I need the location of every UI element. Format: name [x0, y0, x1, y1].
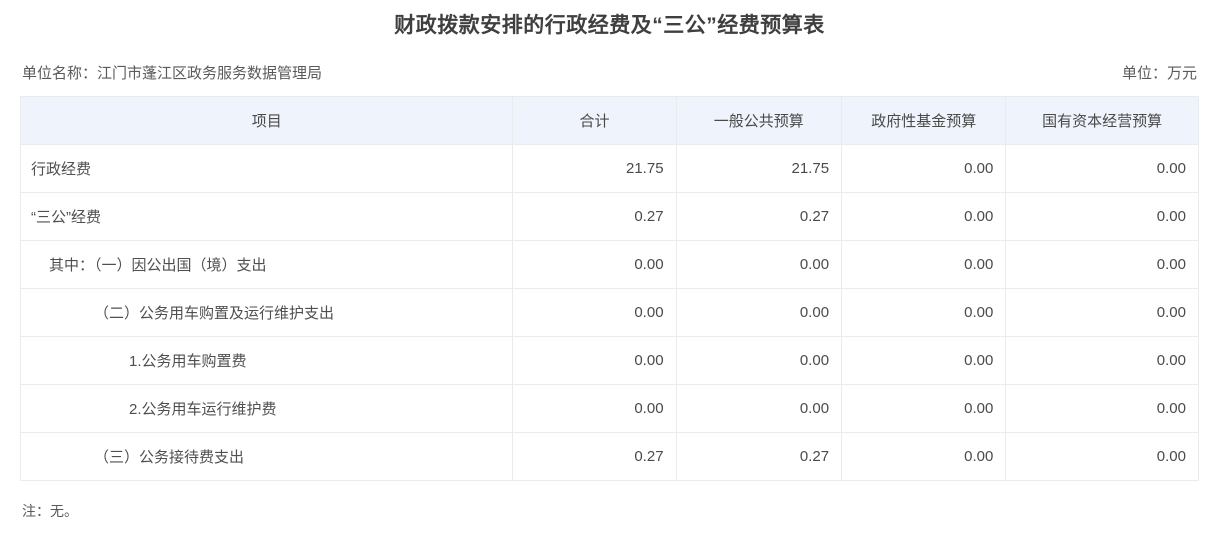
row-value: 0.00	[675, 336, 843, 385]
page-title: 财政拨款安排的行政经费及“三公”经费预算表	[394, 14, 825, 37]
row-item-label: （二）公务用车购置及运行维护支出	[19, 288, 514, 337]
table-row: “三公”经费 0.27 0.27 0.00 0.00	[19, 192, 1199, 241]
header-row: 项目 合计 一般公共预算 政府性基金预算 国有资本经营预算	[19, 96, 1199, 145]
row-value: 0.27	[675, 432, 843, 481]
row-value: 0.00	[841, 192, 1007, 241]
row-value: 0.00	[841, 384, 1007, 433]
row-value: 0.00	[841, 240, 1007, 289]
row-value: 21.75	[675, 144, 843, 193]
column-header-total: 合计	[512, 96, 677, 145]
row-value: 0.00	[841, 288, 1007, 337]
budget-table-body: 行政经费 21.75 21.75 0.00 0.00 “三公”经费 0.27 0.27 0.00…	[19, 144, 1199, 481]
row-value: 0.00	[675, 384, 843, 433]
meta-row: 单位名称：江门市蓬江区政务服务数据管理局 单位：万元	[20, 62, 1199, 83]
row-item-label: （三）公务接待费支出	[19, 432, 514, 481]
row-value: 0.00	[1005, 192, 1199, 241]
row-value: 0.00	[1005, 144, 1199, 193]
row-item-label: 1.公务用车购置费	[19, 336, 514, 385]
row-value: 0.27	[512, 192, 677, 241]
row-value: 0.00	[675, 288, 843, 337]
table-row: 1.公务用车购置费 0.00 0.00 0.00 0.00	[19, 336, 1199, 385]
row-value: 0.00	[512, 240, 677, 289]
table-header: 项目 合计 一般公共预算 政府性基金预算 国有资本经营预算	[19, 96, 1199, 145]
row-value: 0.00	[1005, 288, 1199, 337]
row-item-label: 行政经费	[19, 144, 514, 193]
row-value: 0.27	[675, 192, 843, 241]
table-row: （二）公务用车购置及运行维护支出 0.00 0.00 0.00 0.00	[19, 288, 1199, 337]
row-value: 0.27	[512, 432, 677, 481]
unit-name-label: 单位名称：江门市蓬江区政务服务数据管理局	[22, 65, 323, 82]
row-item-label: 2.公务用车运行维护费	[19, 384, 514, 433]
row-value: 0.00	[512, 384, 677, 433]
column-header-general-budget: 一般公共预算	[675, 96, 843, 145]
row-value: 0.00	[1005, 384, 1199, 433]
table-row: 行政经费 21.75 21.75 0.00 0.00	[19, 144, 1199, 193]
row-value: 0.00	[512, 288, 677, 337]
column-header-state-capital-budget: 国有资本经营预算	[1005, 96, 1199, 145]
table-row: 2.公务用车运行维护费 0.00 0.00 0.00 0.00	[19, 384, 1199, 433]
row-value: 0.00	[512, 336, 677, 385]
row-value: 0.00	[841, 144, 1007, 193]
row-item-label: 其中：（一）因公出国（境）支出	[19, 240, 514, 289]
table-row: 其中：（一）因公出国（境）支出 0.00 0.00 0.00 0.00	[19, 240, 1199, 289]
row-value: 0.00	[1005, 240, 1199, 289]
table-row: （三）公务接待费支出 0.27 0.27 0.00 0.00	[19, 432, 1199, 481]
note-text: 注：无。	[22, 503, 78, 519]
unit-measure-label: 单位：万元	[1121, 65, 1197, 82]
row-value: 0.00	[1005, 336, 1199, 385]
row-value: 21.75	[512, 144, 677, 193]
row-value: 0.00	[841, 336, 1007, 385]
column-header-item: 项目	[19, 96, 514, 145]
row-item-label: “三公”经费	[19, 192, 514, 241]
budget-table: 项目 合计 一般公共预算 政府性基金预算 国有资本经营预算 行政经费 21.75 2…	[19, 96, 1199, 481]
row-value: 0.00	[841, 432, 1007, 481]
row-value: 0.00	[675, 240, 843, 289]
row-value: 0.00	[1005, 432, 1199, 481]
column-header-gov-fund-budget: 政府性基金预算	[841, 96, 1007, 145]
